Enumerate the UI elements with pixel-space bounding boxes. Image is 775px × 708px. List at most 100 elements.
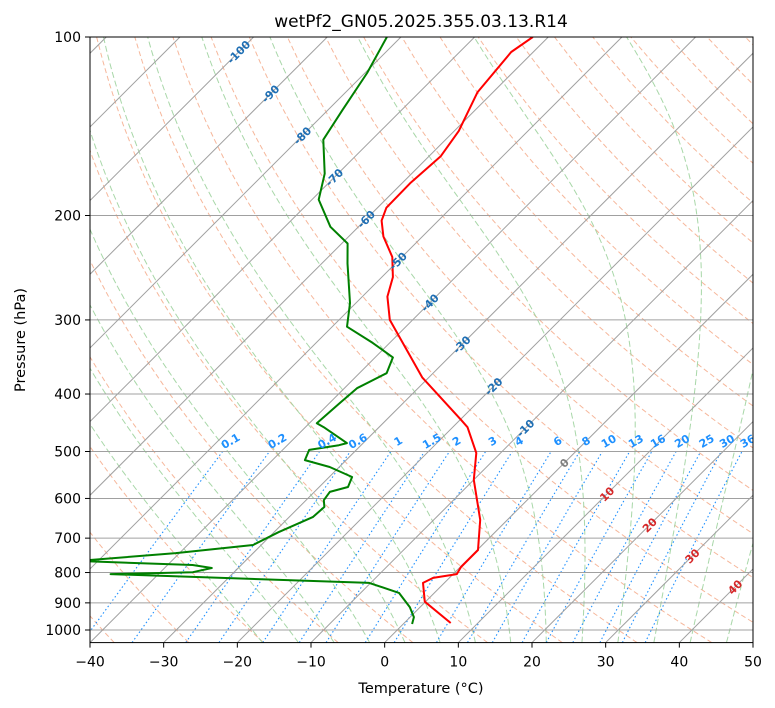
dry-adiabat-line — [90, 355, 339, 643]
background-lines — [90, 37, 753, 643]
dry-adiabat-line — [90, 149, 488, 643]
mixing-ratio-label: 6 — [551, 434, 564, 449]
y-tick-label: 300 — [54, 313, 81, 329]
mixing-ratio-line — [218, 451, 351, 643]
dry-adiabat-line — [248, 37, 753, 579]
dry-adiabat-line — [96, 37, 563, 643]
mixing-ratio-label: 3 — [486, 434, 499, 449]
dry-adiabat-line — [172, 37, 712, 643]
x-tick-label: 50 — [744, 655, 762, 671]
x-tick-label: 10 — [449, 655, 467, 671]
mixing-ratio-line — [185, 451, 320, 643]
x-axis-label: Temperature (°C) — [357, 681, 483, 697]
moist-adiabat-line — [357, 37, 586, 643]
isotherm-line — [90, 37, 402, 349]
isotherm-line — [90, 37, 623, 570]
dry-adiabat-line — [706, 37, 753, 86]
mixing-ratio-label: 1.5 — [420, 431, 443, 452]
mixing-ratio-line — [262, 451, 392, 643]
mixing-ratio-line — [298, 451, 426, 643]
isotherm-label: -100 — [225, 38, 254, 67]
moist-adiabat-line — [147, 37, 476, 643]
isotherm-line — [237, 126, 753, 643]
y-tick-label: 600 — [54, 491, 81, 507]
dry-adiabat-line — [363, 37, 753, 449]
mixing-ratio-label: 16 — [648, 432, 668, 451]
dry-adiabat-line — [554, 37, 753, 244]
isotherm-line — [384, 273, 753, 643]
isotherm-line — [752, 641, 753, 643]
y-tick-label: 800 — [54, 566, 81, 582]
y-tick-label: 400 — [54, 387, 81, 403]
mixing-ratio-label: 2 — [450, 434, 463, 449]
isotherm-line — [531, 420, 753, 643]
mixing-ratio-line — [599, 451, 702, 643]
isotherm-line — [310, 199, 753, 643]
mixing-ratio-label: 10 — [599, 432, 619, 451]
moist-adiabat-line — [90, 367, 299, 643]
dry-adiabat-line — [134, 37, 638, 643]
dry-adiabat-line — [439, 37, 753, 366]
moist-adiabat-line — [90, 303, 335, 643]
dry-adiabat-line — [668, 37, 753, 125]
x-tick-label: 40 — [670, 655, 688, 671]
isotherm-line — [458, 347, 753, 643]
x-tick-label: 30 — [597, 655, 615, 671]
dry-adiabat-line — [515, 37, 753, 284]
mixing-ratio-label: 13 — [626, 432, 646, 451]
dry-adiabat-line — [592, 37, 753, 204]
mixing-ratio-line — [644, 451, 743, 643]
plot-frame — [89, 36, 754, 644]
y-tick-label: 700 — [54, 531, 81, 547]
isotherm-line — [90, 37, 254, 202]
mixing-ratio-line — [90, 451, 224, 633]
mixing-ratio-line — [364, 451, 487, 643]
isotherm-label: -80 — [291, 124, 314, 147]
mixing-ratio-label: 0.1 — [219, 431, 242, 452]
isotherm-line — [90, 37, 328, 275]
x-tick-label: 20 — [523, 655, 541, 671]
isotherm-line — [605, 494, 753, 643]
y-tick-label: 900 — [54, 596, 81, 612]
moist-adiabat-line — [90, 128, 406, 643]
profile-series — [90, 37, 534, 625]
mixing-ratio-line — [325, 451, 450, 643]
moist-adiabat-line — [726, 541, 753, 643]
y-axis-label: Pressure (hPa) — [13, 288, 29, 392]
dewpoint-profile-line — [90, 37, 415, 625]
mixing-ratio-line — [545, 451, 653, 643]
moist-adiabat-line — [689, 367, 753, 643]
mixing-ratio-label: 25 — [697, 432, 717, 451]
x-tick-label: −20 — [223, 655, 253, 671]
mixing-ratio-label: 36 — [738, 432, 758, 451]
moist-adiabat-line — [201, 37, 512, 643]
moist-adiabat-line — [90, 423, 263, 643]
y-tick-label: 200 — [54, 209, 81, 225]
moist-adiabat-line — [103, 37, 441, 643]
isotherm-line — [163, 52, 753, 643]
y-tick-label: 500 — [54, 444, 81, 460]
moist-adiabat-line — [90, 227, 371, 643]
isotherm-label: 10 — [597, 484, 617, 504]
dry-adiabat-line — [90, 531, 190, 643]
x-tick-label: −30 — [149, 655, 179, 671]
mixing-ratio-label: 0.2 — [266, 431, 289, 452]
x-tick-label: −10 — [296, 655, 326, 671]
y-tick-label: 100 — [54, 30, 81, 46]
mixing-ratio-line — [467, 451, 581, 643]
mixing-ratio-label: 1 — [392, 434, 405, 449]
dry-adiabat-line — [477, 37, 753, 325]
axes: −40 −30 −20 −10 0 10 20 30 40 5010020030040050060… — [45, 30, 762, 671]
mixing-ratio-line — [621, 451, 722, 643]
x-tick-label: −40 — [75, 655, 105, 671]
moist-adiabat-line — [473, 37, 636, 643]
isotherm-label: 0 — [557, 456, 572, 471]
mixing-ratio-line — [436, 451, 552, 643]
temperature-profile-line — [380, 37, 534, 624]
dry-adiabat-line — [401, 37, 753, 407]
mixing-ratio-line — [393, 451, 513, 643]
x-tick-label: 0 — [380, 655, 389, 671]
isotherm-label: -90 — [259, 82, 282, 105]
dry-adiabat-line — [90, 445, 264, 643]
